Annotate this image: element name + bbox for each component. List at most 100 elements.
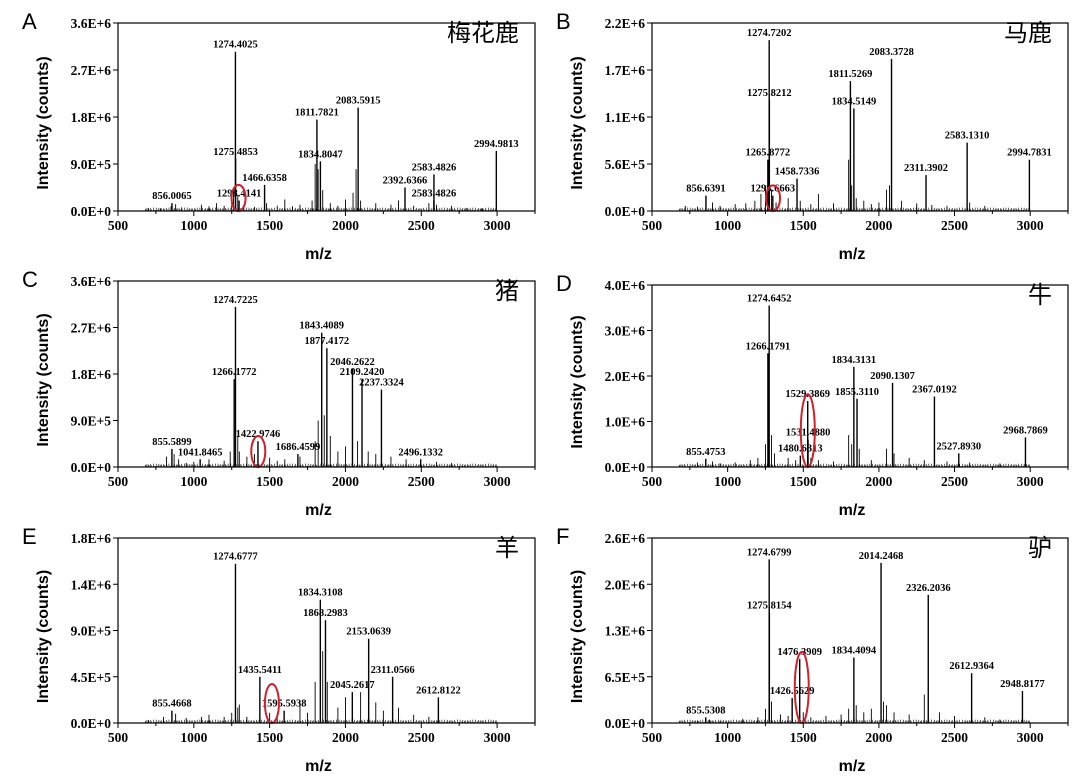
x-tick-label: 2000 [332, 474, 359, 489]
peak-label: 2583.1310 [945, 131, 990, 142]
peak-label: 1855.3110 [835, 387, 879, 398]
axes-frame [651, 537, 1069, 724]
peak-label: 2083.5915 [336, 96, 381, 107]
peak-label: 1480.6313 [778, 444, 823, 455]
peak-label: 1275.8212 [747, 88, 792, 99]
y-tick-label: 3.6E+6 [71, 16, 112, 31]
species-name: 梅花鹿 [447, 19, 519, 47]
y-tick-label: 0.0E+0 [71, 716, 112, 731]
peak-label: 2090.1307 [870, 371, 915, 382]
y-axis: 0.0E+0 9.0E+5 1.8E+6 2.7E+6 3.6E+6 [71, 274, 118, 475]
peak-label: 855.5308 [686, 705, 725, 716]
x-tick-label: 1000 [714, 474, 741, 489]
spectrum-panel-d: D 牛855.47531266.17911274.64521480.6313152… [556, 271, 1069, 519]
x-tick-label: 1000 [714, 730, 741, 745]
y-tick-label: 1.8E+6 [71, 531, 112, 546]
species-name: 驴 [1028, 534, 1052, 562]
labeled-peaks: 856.6391 1265.8772 1274.7202 1275.8212 1298.… [686, 28, 1052, 211]
y-tick-label: 9.0E+5 [71, 157, 112, 172]
spectrum-panel-e: E 羊 855.4668 1274.6777 1435.5411 1595.5938 183… [22, 524, 536, 775]
species-name: 马鹿 [1004, 19, 1052, 47]
peak-label: 855.5899 [152, 437, 191, 448]
x-axis: 500 1000 1500 2000 2500 3000 [108, 467, 536, 489]
peak-label: 2583.4826 [412, 189, 457, 200]
peak-label: 1275.8154 [747, 601, 792, 612]
peak-label: 1274.6799 [747, 547, 792, 558]
peak-label: 1266.1772 [212, 367, 257, 378]
y-axis-title: Intensity (counts) [35, 313, 52, 446]
peak-label: 1275.4853 [213, 147, 258, 158]
x-axis: 500 1000 1500 2000 2500 3000 [642, 211, 1069, 233]
x-tick-label: 2500 [941, 730, 968, 745]
y-axis-title: Intensity (counts) [569, 315, 586, 448]
peak-label: 2046.2622 [330, 357, 375, 368]
x-tick-label: 1500 [790, 218, 817, 233]
y-tick-label: 2.2E+6 [605, 16, 646, 31]
peak-label: 1834.3131 [832, 355, 877, 366]
x-tick-label: 3000 [484, 474, 511, 489]
peak-label: 2109.2420 [340, 367, 385, 378]
x-axis: 500 1000 1500 2000 2500 3000 [642, 723, 1069, 745]
x-tick-label: 3000 [484, 218, 511, 233]
x-tick-label: 1500 [256, 730, 283, 745]
x-tick-label: 500 [642, 474, 663, 489]
y-tick-label: 1.3E+6 [605, 624, 646, 639]
peak-label: 1466.6358 [242, 173, 287, 184]
y-tick-label: 0.0E+0 [605, 460, 646, 475]
y-tick-label: 5.6E+5 [605, 157, 646, 172]
peak-label: 1834.8047 [298, 149, 343, 160]
x-tick-label: 3000 [484, 730, 511, 745]
y-tick-label: 2.0E+6 [605, 577, 646, 592]
x-tick-label: 1500 [256, 218, 283, 233]
peak-label: 1686.4599 [276, 442, 321, 453]
y-axis-title: Intensity (counts) [35, 56, 52, 189]
peak-label: 1265.8772 [746, 148, 791, 159]
x-tick-label: 1500 [256, 474, 283, 489]
minor-peaks [144, 651, 497, 723]
y-tick-label: 2.7E+6 [71, 321, 112, 336]
x-tick-label: 500 [108, 218, 129, 233]
peak-label: 2612.8122 [416, 685, 461, 696]
x-axis: 500 1000 1500 2000 2500 3000 [642, 467, 1069, 489]
peak-label: 1422.9746 [236, 429, 281, 440]
peak-label: 2311.3902 [904, 163, 948, 174]
x-tick-label: 1000 [180, 218, 207, 233]
species-name: 羊 [495, 534, 519, 562]
peak-label: 856.0065 [152, 191, 191, 202]
y-axis: 0.0E+0 6.5E+5 1.3E+6 2.0E+6 2.6E+6 [605, 531, 652, 731]
y-tick-label: 1.0E+6 [605, 415, 646, 430]
peak-label: 1298.4141 [217, 189, 262, 200]
y-tick-label: 0.0E+0 [605, 716, 646, 731]
x-tick-label: 2500 [941, 474, 968, 489]
peak-label: 1811.5269 [828, 69, 872, 80]
peak-label: 2083.3728 [869, 47, 914, 58]
x-axis: 500 1000 1500 2000 2500 3000 [108, 211, 536, 233]
panel-letter: A [22, 9, 37, 34]
peak-label: 1274.7202 [747, 28, 792, 39]
peak-label: 2583.4826 [412, 162, 457, 173]
peak-label: 2968.7869 [1003, 425, 1048, 436]
axes-frame [651, 284, 1069, 468]
spectrum-panel-f: F 驴855.53081274.67991275.81541426.5629147… [556, 524, 1069, 775]
y-tick-label: 4.0E+6 [605, 278, 646, 293]
y-tick-label: 1.8E+6 [71, 367, 112, 382]
panel-letter: B [556, 9, 571, 34]
x-tick-label: 1500 [790, 730, 817, 745]
x-tick-label: 2500 [408, 474, 435, 489]
y-tick-label: 2.6E+6 [605, 531, 646, 546]
y-tick-label: 1.7E+6 [605, 63, 646, 78]
x-axis-title: m/z [305, 502, 332, 519]
y-tick-label: 1.8E+6 [71, 110, 112, 125]
peak-label: 2527.8930 [936, 441, 981, 452]
peak-label: 2367.0192 [912, 384, 957, 395]
x-tick-label: 500 [108, 474, 129, 489]
y-tick-label: 3.6E+6 [71, 274, 112, 289]
x-tick-label: 3000 [1017, 218, 1044, 233]
y-tick-label: 0.0E+0 [71, 460, 112, 475]
x-tick-label: 2000 [332, 730, 359, 745]
peak-label: 1435.5411 [238, 665, 282, 676]
x-axis-title: m/z [305, 758, 332, 775]
x-tick-label: 2500 [941, 218, 968, 233]
x-tick-label: 1000 [180, 474, 207, 489]
